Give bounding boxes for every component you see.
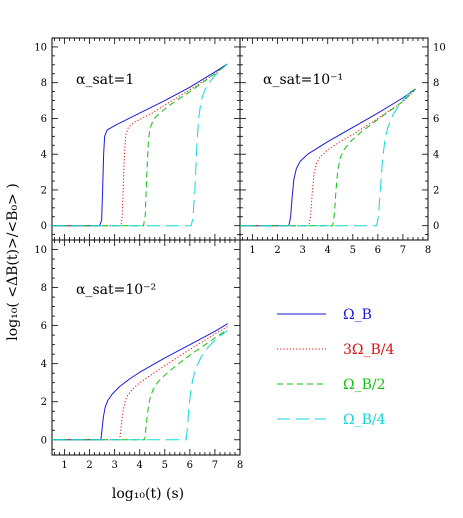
x-tick-label: 5 bbox=[350, 245, 356, 256]
series-line-1 bbox=[52, 323, 228, 441]
y-tick-label: 10 bbox=[34, 42, 47, 53]
series-line-3 bbox=[52, 63, 228, 227]
y-tick-label: 2 bbox=[41, 185, 47, 196]
series-line-1 bbox=[52, 63, 228, 227]
x-tick-label: 7 bbox=[212, 460, 218, 471]
x-tick-label: 4 bbox=[325, 245, 331, 256]
y-tick-label: 2 bbox=[433, 185, 439, 196]
legend-label: 3Ω_B/4 bbox=[343, 342, 395, 358]
x-tick-label: 8 bbox=[237, 460, 243, 471]
y-tick-label: 0 bbox=[41, 221, 47, 232]
legend: Ω_B 3Ω_B/4 Ω_B/2 Ω_B/4 bbox=[277, 307, 395, 428]
y-tick-label: 6 bbox=[41, 114, 47, 125]
legend-label: Ω_B/4 bbox=[343, 412, 386, 428]
y-tick-label: 6 bbox=[433, 114, 439, 125]
x-tick-label: 3 bbox=[111, 460, 117, 471]
x-tick-label: 1 bbox=[249, 245, 255, 256]
x-tick-label: 2 bbox=[274, 245, 280, 256]
series-line-2 bbox=[240, 89, 416, 227]
y-tick-label: 0 bbox=[433, 221, 439, 232]
legend-label: Ω_B/2 bbox=[343, 377, 386, 393]
x-axis-title: log₁₀(t) (s) bbox=[112, 486, 184, 502]
panel-label: α_sat=10⁻¹ bbox=[263, 72, 343, 88]
x-tick-label: 6 bbox=[375, 245, 381, 256]
series-line-3 bbox=[52, 329, 228, 441]
series-line-2 bbox=[52, 63, 228, 227]
chart-panel-2: 1 2 3 4 5 6 7 8 0 2 4 6 8 10 α_sat=10⁻¹ bbox=[239, 37, 446, 256]
y-tick-label: 8 bbox=[433, 78, 439, 89]
legend-label: Ω_B bbox=[343, 307, 372, 323]
plot-frame bbox=[51, 239, 241, 456]
y-tick-label: 8 bbox=[41, 78, 47, 89]
y-tick-label: 8 bbox=[41, 283, 47, 294]
x-tick-label: 6 bbox=[187, 460, 193, 471]
y-tick-label: 10 bbox=[433, 42, 446, 53]
plot-frame bbox=[51, 37, 241, 241]
x-tick-label: 4 bbox=[137, 460, 143, 471]
x-tick-label: 7 bbox=[400, 245, 406, 256]
panel-label: α_sat=10⁻² bbox=[76, 282, 156, 298]
series-line-1 bbox=[240, 88, 416, 227]
x-tick-label: 8 bbox=[425, 245, 431, 256]
y-tick-label: 0 bbox=[41, 435, 47, 446]
x-tick-label: 1 bbox=[61, 460, 67, 471]
y-tick-label: 2 bbox=[41, 397, 47, 408]
chart-panel-3: 1 2 3 4 5 6 7 8 0 2 4 6 8 10 α_sat=10⁻² bbox=[34, 239, 243, 471]
series-line-4 bbox=[52, 63, 228, 227]
y-tick-label: 4 bbox=[41, 150, 47, 161]
y-tick-label: 4 bbox=[433, 150, 439, 161]
series-line-4 bbox=[52, 329, 228, 441]
chart-panel-1: 0 2 4 6 8 10 α_sat=1 bbox=[34, 37, 241, 241]
y-tick-label: 10 bbox=[34, 245, 47, 256]
y-axis-title: log₁₀( <ΔB(t)>/<B₀> ) bbox=[5, 183, 21, 340]
series-line-2 bbox=[52, 326, 228, 441]
series-line-4 bbox=[240, 86, 416, 227]
series-line-3 bbox=[240, 88, 416, 227]
x-tick-label: 2 bbox=[86, 460, 92, 471]
panel-label: α_sat=1 bbox=[76, 72, 134, 88]
x-tick-label: 3 bbox=[299, 245, 305, 256]
y-tick-label: 4 bbox=[41, 359, 47, 370]
plot-frame bbox=[239, 37, 429, 241]
y-tick-label: 6 bbox=[41, 321, 47, 332]
x-tick-label: 5 bbox=[162, 460, 168, 471]
